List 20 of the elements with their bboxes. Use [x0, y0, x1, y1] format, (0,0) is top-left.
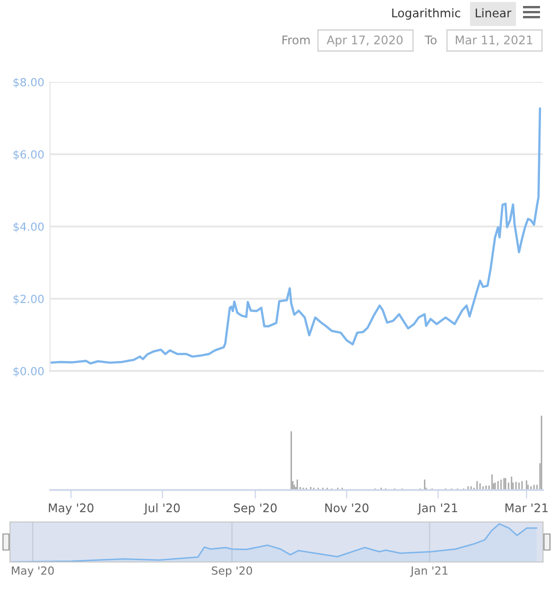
text: Mar 11, 2021 — [456, 35, 532, 46]
x-tick-label: May '20 — [48, 503, 94, 515]
text: Linear — [476, 8, 512, 18]
x-tick-label: Jan '21 — [417, 503, 458, 515]
text: Apr 17, 2020 — [326, 35, 403, 47]
x-tick-label: Jul '20 — [144, 503, 180, 515]
x-tick-label: Jan '21 — [410, 566, 448, 577]
x-tick-label: Sep '20 — [212, 566, 252, 577]
y-tick-label: $4.00 — [14, 222, 44, 232]
x-tick-label: Nov '20 — [325, 503, 368, 512]
y-tick-label: $6.00 — [14, 150, 44, 160]
x-tick-label: Mar '21 — [506, 503, 548, 512]
x-tick-label: May '20 — [12, 566, 54, 577]
text: From — [282, 36, 310, 44]
text: Logarithmic — [392, 8, 460, 20]
y-tick-label: $2.00 — [14, 294, 44, 305]
y-tick-label: $0.00 — [14, 366, 44, 377]
x-tick-label: Sep '20 — [234, 503, 277, 515]
text: To — [424, 36, 437, 44]
y-tick-label: $8.00 — [14, 78, 44, 88]
